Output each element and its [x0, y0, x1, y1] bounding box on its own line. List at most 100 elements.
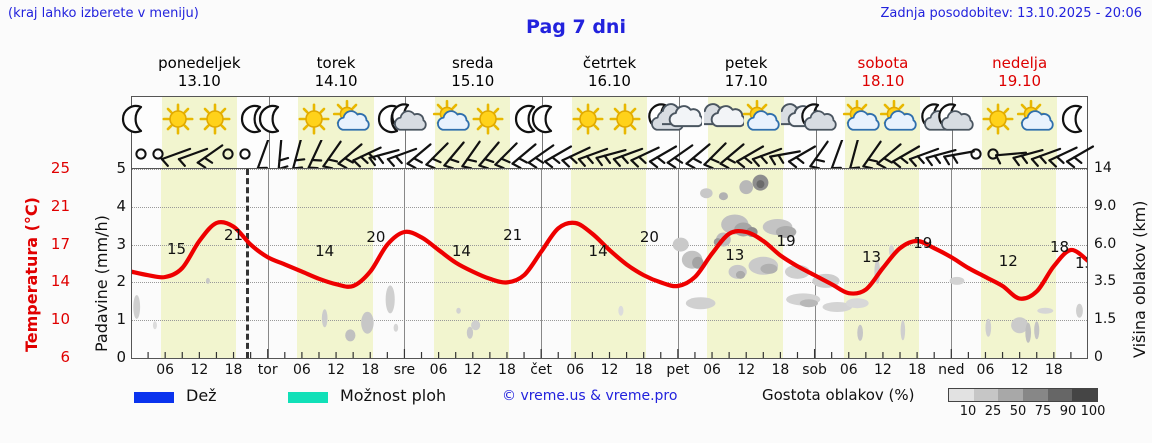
cloud-density-patch	[756, 180, 765, 189]
x-tick-label: 06	[156, 362, 175, 378]
wind-barb	[350, 140, 384, 168]
day-name: sreda	[451, 54, 494, 72]
forecast-plot: 15 21 14 20 14 21 14 20 13 19 13 19 12 18 13	[131, 168, 1088, 359]
moon-icon	[1055, 99, 1095, 139]
wind-barb	[507, 140, 541, 170]
temperature-value-label: 13	[1075, 254, 1087, 272]
x-tick-label: 12	[874, 362, 892, 378]
last-updated: Zadnja posodobitev: 13.10.2025 - 20:06	[880, 6, 1142, 21]
cloud-density-patch	[152, 321, 157, 330]
temperature-value-label: 18	[1049, 238, 1070, 256]
rain-color-swatch	[134, 392, 174, 403]
wind-barb	[994, 140, 1028, 168]
day-header-6: nedelja 19.10	[951, 54, 1088, 90]
cloud-density-patch	[466, 326, 474, 339]
day-date: 17.10	[724, 72, 768, 90]
precipitation-tick: 1	[116, 310, 126, 329]
horizontal-gridline	[132, 206, 1087, 208]
cloud-density-patch	[799, 299, 818, 308]
day-date: 14.10	[314, 72, 358, 90]
wind-barb	[159, 140, 193, 168]
x-tick-label: 12	[737, 362, 756, 378]
current-time-marker	[246, 169, 250, 358]
x-tick-label: sob	[802, 362, 827, 378]
cloud-height-tick: 0	[1094, 349, 1103, 365]
temperature-value-label: 14	[315, 242, 335, 260]
precipitation-tick: 4	[116, 196, 126, 215]
sun-cloud-icon	[841, 99, 881, 139]
horizontal-gridline	[132, 169, 1087, 170]
sun-cloud-icon	[331, 99, 371, 139]
moon-cloud-icon	[935, 99, 975, 139]
x-tick-label: 12	[600, 362, 619, 378]
x-tick-label: 12	[190, 362, 209, 378]
wind-barb	[733, 140, 767, 169]
x-tick-label: 12	[1010, 362, 1029, 378]
wind-barb	[715, 140, 749, 170]
cloud-density-patch	[692, 256, 704, 269]
wind-barb	[437, 140, 471, 170]
x-tick-label: ned	[938, 362, 965, 378]
temperature-value-label: 20	[639, 228, 659, 246]
cloud-density-patch	[618, 305, 624, 316]
wind-barb	[228, 140, 262, 168]
x-axis-ticks	[147, 349, 1072, 358]
cloud-height-tick: 14	[1094, 160, 1112, 176]
precipitation-tick: 0	[116, 348, 126, 366]
day-separator	[405, 140, 407, 168]
sun-icon	[195, 99, 235, 139]
wind-barb	[785, 140, 819, 169]
wind-barb	[646, 140, 680, 169]
wind-barb	[489, 140, 523, 170]
x-tick-label: tor	[257, 362, 278, 378]
wind-barb	[750, 140, 784, 168]
cloud-density-patch	[739, 180, 754, 195]
day-separator	[541, 169, 543, 358]
precipitation-tick: 2	[116, 272, 126, 291]
wind-barb	[942, 140, 976, 168]
temperature-value-label: 13	[725, 246, 745, 264]
wind-barb	[768, 140, 802, 168]
temperature-tick: 25	[50, 159, 70, 177]
wind-barb	[472, 140, 506, 170]
wind-barb	[1029, 140, 1063, 168]
wind-barb	[872, 140, 906, 170]
cloud-icon	[655, 99, 704, 139]
wind-barb	[176, 140, 210, 168]
cloud-density-tick: 100	[1080, 404, 1106, 419]
temperature-value-label: 15	[167, 240, 187, 258]
day-header-0: ponedeljek 13.10	[131, 54, 268, 90]
cloud-density-patch	[471, 320, 481, 331]
day-header-5: sobota 18.10	[815, 54, 952, 90]
wind-barb	[141, 140, 175, 168]
showers-legend-label: Možnost ploh	[340, 386, 447, 405]
day-separator	[951, 169, 953, 358]
cloud-density-patch	[1034, 321, 1040, 340]
day-name: četrtek	[582, 54, 637, 72]
sun-cloud-icon	[431, 99, 471, 139]
day-date: 18.10	[861, 72, 905, 90]
cloud-density-patch	[1011, 317, 1029, 334]
page-title: Pag 7 dni	[526, 16, 626, 38]
day-separator	[267, 169, 269, 358]
sun-icon	[468, 99, 508, 139]
day-header-4: petek 17.10	[678, 54, 815, 90]
showers-color-swatch	[288, 392, 328, 403]
sun-cloud-icon	[741, 99, 781, 139]
cloud-density-patch	[456, 307, 461, 314]
sun-cloud-icon	[1015, 99, 1055, 139]
precipitation-tick: 3	[116, 234, 126, 253]
cloud-density-swatch	[998, 389, 1024, 401]
x-tick-label: 06	[703, 362, 721, 378]
x-tick-label: 18	[498, 362, 516, 378]
cloud-density-patch	[857, 324, 863, 341]
wind-barb	[907, 140, 941, 168]
copyright-link[interactable]: © vreme.us & vreme.pro	[502, 388, 678, 404]
cloud-height-tick: 3.5	[1094, 273, 1117, 290]
x-tick-label: pet	[666, 362, 690, 378]
day-separator	[404, 169, 406, 358]
temperature-value-label: 21	[223, 226, 244, 244]
cloud-density-patch	[345, 329, 356, 342]
cloud-density-layer	[133, 174, 1083, 343]
cloud-density-swatch	[1072, 389, 1098, 401]
